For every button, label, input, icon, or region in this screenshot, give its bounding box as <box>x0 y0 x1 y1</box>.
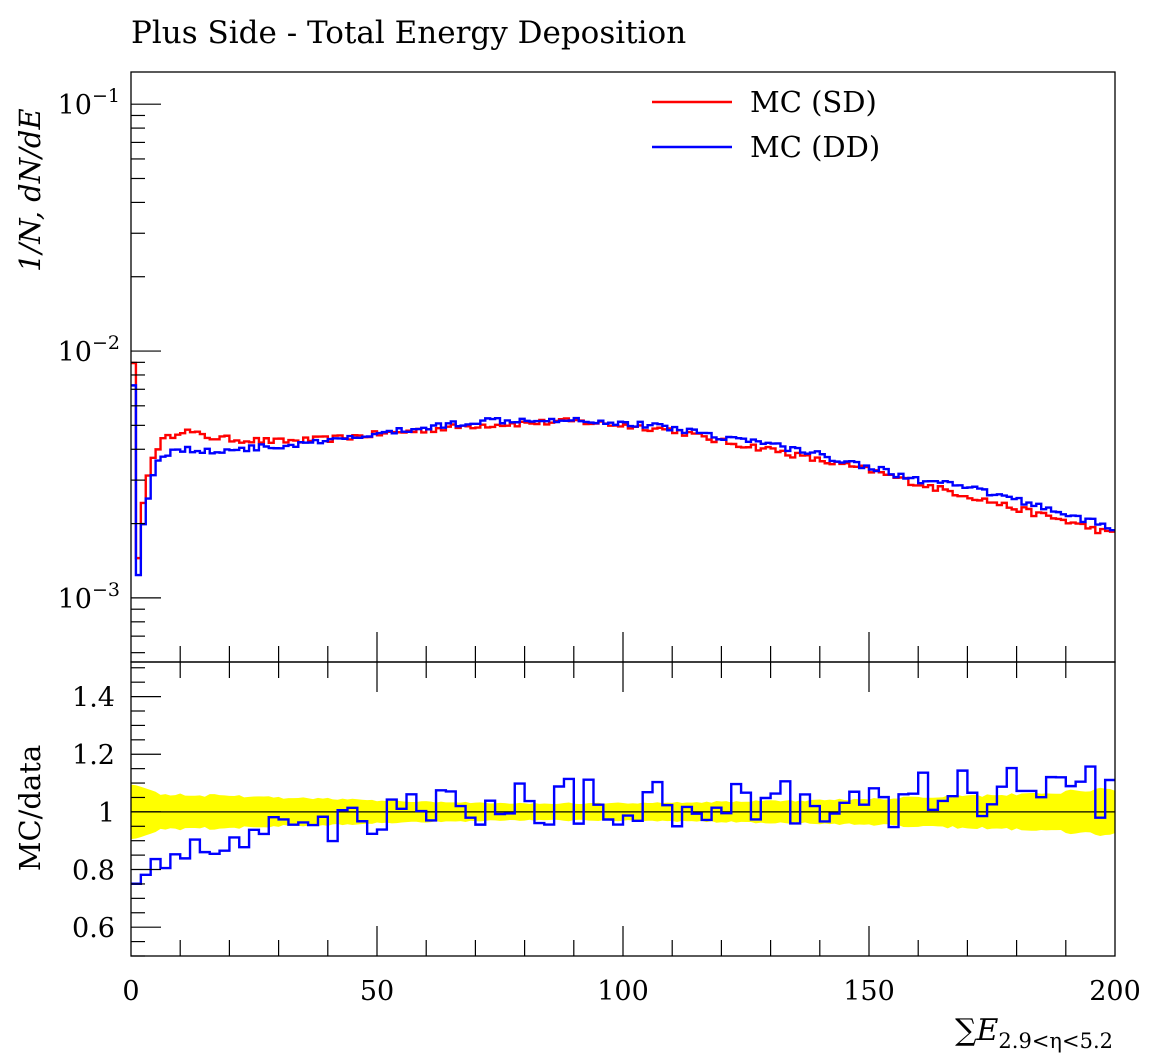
main-y-tick-label-exponent: −1 <box>92 85 120 107</box>
x-axis-label-subscript: 2.9<η<5.2 <box>998 1029 1113 1053</box>
main-y-tick-label-base: 10 <box>58 337 92 368</box>
main-plot-area <box>131 361 1115 577</box>
ratio-y-tick-label: 1 <box>98 798 115 829</box>
main-frame <box>130 71 1116 663</box>
main-y-tick-label-base: 10 <box>58 584 92 615</box>
main-y-tick-label-base: 10 <box>58 90 92 121</box>
ratio-plot-area <box>131 765 1115 885</box>
ratio-y-tick-label: 1.4 <box>72 683 115 714</box>
main-y-axis-label: 1/N, dN/dE <box>13 108 47 272</box>
x-tick-label: 200 <box>1089 976 1141 1007</box>
x-axis-label: ∑E2.9<η<5.2 <box>955 1013 1113 1053</box>
ratio-axis-ticks <box>131 662 1067 957</box>
ratio-y-tick-labels: 0.6 0.8 1 1.2 1.4 <box>72 683 115 945</box>
main-y-tick-label-exponent: −2 <box>92 332 120 354</box>
main-y-tick-label: 10−1 <box>58 85 120 121</box>
main-axis-ticks <box>131 103 1067 662</box>
ratio-y-tick-label: 1.2 <box>72 740 115 771</box>
main-y-tick-label: 10−3 <box>58 579 120 615</box>
legend-label-sd: MC (SD) <box>750 85 877 119</box>
series-line-dd <box>131 384 1115 577</box>
legend-item-dd: MC (DD) <box>652 130 880 164</box>
ratio-y-tick-label: 0.8 <box>72 856 115 887</box>
ratio-panel: 0.6 0.8 1 1.2 1.4 MC/data <box>13 661 1116 957</box>
x-tick-labels: 0 50 100 150 200 <box>122 976 1140 1007</box>
x-tick-label: 0 <box>122 976 139 1007</box>
chart-title: Plus Side - Total Energy Deposition <box>131 15 686 51</box>
x-axis-label-main: ∑E <box>955 1013 998 1048</box>
x-tick-label: 150 <box>843 976 895 1007</box>
series-line-sd <box>131 361 1115 560</box>
legend: MC (SD) MC (DD) <box>652 85 880 164</box>
x-tick-label: 100 <box>597 976 649 1007</box>
main-panel: 10−110−210−3 1/N, dN/dE MC (SD) MC (DD) <box>13 71 1116 663</box>
legend-item-sd: MC (SD) <box>652 85 877 119</box>
main-y-tick-label: 10−2 <box>58 332 120 368</box>
main-y-tick-labels: 10−110−210−3 <box>58 85 120 615</box>
ratio-y-tick-label: 0.6 <box>72 913 115 944</box>
ratio-y-axis-label: MC/data <box>13 745 47 871</box>
main-y-tick-label-exponent: −3 <box>92 579 120 601</box>
x-tick-label: 50 <box>360 976 394 1007</box>
ratio-line-dd <box>131 765 1115 885</box>
legend-label-dd: MC (DD) <box>750 130 880 164</box>
